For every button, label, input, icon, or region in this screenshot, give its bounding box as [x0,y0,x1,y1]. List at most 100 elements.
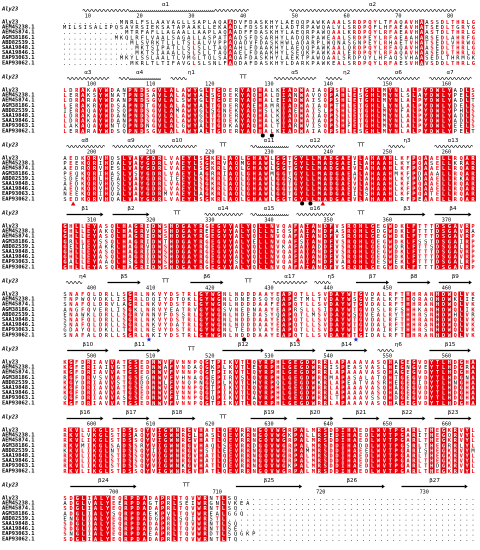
sequence-name: SAA19848.1 [2,249,34,255]
conserved-column [227,427,240,474]
conserved-column [127,291,133,338]
residue-number: 60 [344,14,350,20]
sequence-name: AEM45238.1 [2,433,34,439]
residue-number: 230 [264,150,273,156]
alignment-block: Aly23 β10 β11 TT β12 β13 β14 η6 β15 500 510 520 530 5… [1,342,476,406]
residue-number: 20 [137,14,143,20]
turn-label: TT [182,483,190,489]
conserved-column [67,427,80,474]
sequence-name: AGM38186.1 [2,103,34,109]
structure-label: β19 [264,410,275,416]
helix-coil [377,77,420,80]
helix-coil [388,145,405,148]
structure-label: α13 [448,138,459,144]
strand-arrowhead [468,280,472,285]
structure-label: β10 [83,342,94,348]
sequence-name: Aly23 [2,20,18,26]
site-dot [308,201,313,206]
strand-arrowhead [467,348,471,353]
helix-coil [377,349,394,352]
turn-label: TT [173,211,181,217]
structure-label: α1 [162,2,170,8]
sequence-name: AGM38186.1 [2,443,34,449]
residue-number: 730 [420,490,429,496]
sequence-name: EAP93062.1 [2,264,34,270]
helix-coil [66,145,105,148]
conserved-column [464,155,476,202]
conserved-column [97,87,110,134]
structure-reference: Aly23 [1,143,18,149]
sequence-name: AEM45238.1 [2,365,34,371]
conserved-column [357,155,364,202]
structure-label: β3 [403,206,411,212]
sequence-name: AEM45238.1 [2,501,34,507]
structure-label: β13 [290,342,301,348]
helix-coil [273,77,317,80]
structure-label: β8 [410,274,418,280]
conserved-column [257,359,275,406]
conserved-column [92,495,111,542]
residue-number: 100 [87,82,96,88]
conserved-column [73,223,80,270]
conserved-column [127,359,139,406]
residue-number: 120 [205,82,214,88]
residue-number: 110 [146,82,155,88]
sequence-name: SAA19848.1 [2,317,34,323]
sequence-name: EAP93062.1 [2,536,34,542]
residue-number: 160 [442,82,451,88]
alignment-block: Aly23 α1 α2 10 20 30 40 50 60 70 80 Aly23..........… [1,2,476,66]
sequence-name: Aly23 [2,224,18,230]
sequence-name: SAA19846.1 [2,118,34,124]
strand-arrowhead [133,484,137,489]
sequence-name: AEM45238.1 [2,93,34,99]
conserved-column [328,291,352,338]
structure-label: β27 [429,478,440,484]
conserved-column [150,223,163,270]
conserved-column [245,427,252,474]
structure-label: β23 [448,410,459,416]
sequence-name: Aly23 [2,360,18,366]
structure-label: β22 [402,410,413,416]
helix-coil [65,281,83,284]
conserved-column [322,359,329,406]
sequence-name: Aly23 [2,156,18,162]
sequence-name: EAP93062.1 [2,400,34,406]
conserved-column [215,155,222,202]
conserved-column [245,155,269,202]
structure-reference: Aly23 [1,75,18,81]
strand-arrowhead [427,280,431,285]
helix-coil [250,145,289,148]
strand-arrowhead [330,416,334,421]
conserved-column [351,87,358,134]
sequence-name: AGM38186.1 [2,375,34,381]
sequence-name: Aly23 [2,428,18,434]
sequence-name: ABD82539.1 [2,108,34,114]
residue-number: 600 [87,422,96,428]
sequence-name: AEM45874.1 [2,302,34,308]
residue-number: 40 [240,14,246,20]
structure-label: β18 [172,410,183,416]
conserved-column [156,87,175,134]
